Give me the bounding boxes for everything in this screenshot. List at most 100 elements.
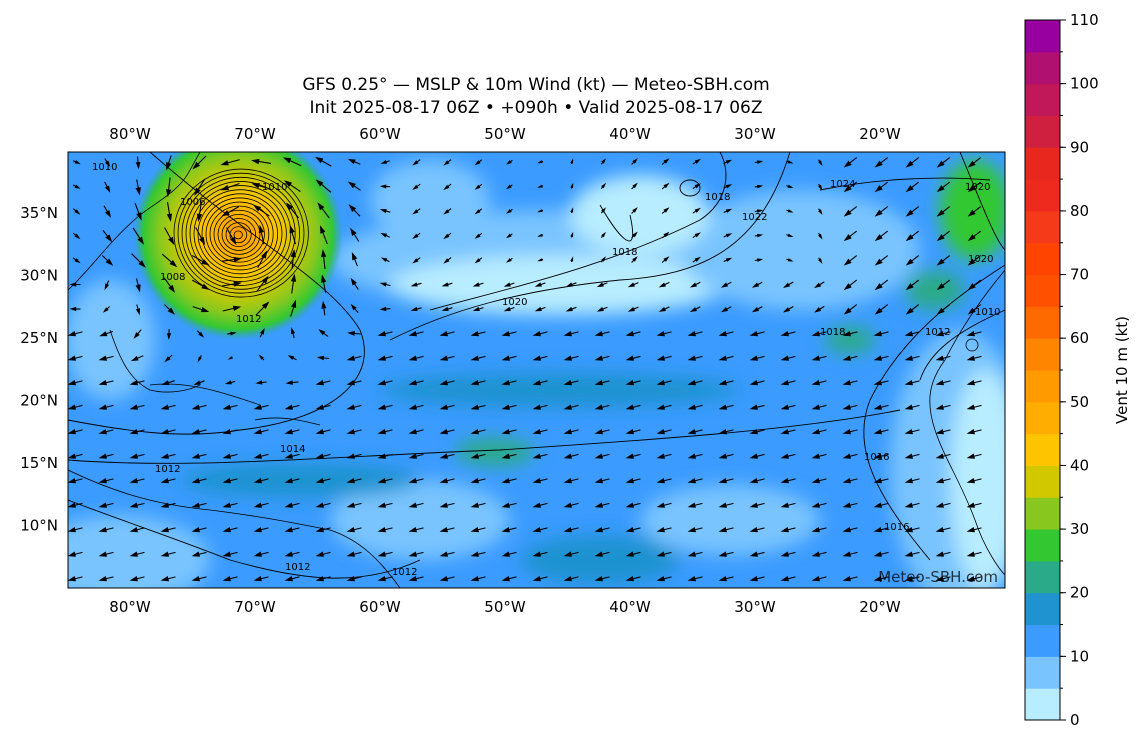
colorbar-tick-label: 50 xyxy=(1070,393,1089,411)
colorbar-segment xyxy=(1025,179,1060,212)
contour-label: 1020 xyxy=(965,182,990,193)
colorbar-tick-label: 20 xyxy=(1070,584,1089,602)
colorbar-segment xyxy=(1025,656,1060,689)
contour-label: 1006 xyxy=(180,197,205,208)
colorbar-tick-label: 10 xyxy=(1070,647,1089,665)
isobar-ring xyxy=(201,197,278,271)
colorbar-tick-label: 70 xyxy=(1070,266,1089,284)
contour-label: 1008 xyxy=(160,272,185,283)
contour-label: 1020 xyxy=(968,254,993,265)
colorbar-segment xyxy=(1025,210,1060,244)
hurricane-wind xyxy=(133,152,343,340)
isobar-ring xyxy=(185,181,296,286)
colorbar-segment xyxy=(1025,338,1060,371)
lon-label-bottom: 70°W xyxy=(234,598,276,616)
isobar-ring xyxy=(221,218,256,251)
isobar-ring xyxy=(205,201,274,267)
lat-label: 20°N xyxy=(20,392,58,410)
lon-label-top: 50°W xyxy=(484,125,526,143)
contour-label: 1016 xyxy=(864,452,889,463)
colorbar-segment xyxy=(1025,242,1060,276)
colorbar-tick-label: 30 xyxy=(1070,520,1089,538)
colorbar-segment xyxy=(1025,401,1060,435)
lon-label-bottom: 20°W xyxy=(859,598,901,616)
colorbar-label: Vent 10 m (kt) xyxy=(1113,316,1131,424)
colorbar-segment xyxy=(1025,147,1060,180)
colorbar-segment xyxy=(1025,497,1060,530)
isobar-ring xyxy=(173,168,309,298)
contour-label: 1024 xyxy=(830,179,855,190)
contour-label: 1010 xyxy=(92,162,117,173)
lat-label: 30°N xyxy=(20,267,58,285)
colorbar-tick-label: 80 xyxy=(1070,202,1089,220)
colorbar-segment xyxy=(1025,624,1060,657)
colorbar-segment xyxy=(1025,560,1060,594)
contour-label: 1012 xyxy=(285,562,310,573)
colorbar: 0 10 20 30 40 50 60 70 80 90 100 110 xyxy=(1024,11,1099,729)
contour-label: 1012 xyxy=(236,314,261,325)
lon-label-bottom: 80°W xyxy=(109,598,151,616)
contour-labels: 1010 1006 1010 1008 1012 1020 1024 1022 … xyxy=(92,162,1000,578)
colorbar-segment xyxy=(1025,592,1060,626)
watermark: Meteo-SBH.com xyxy=(878,568,998,586)
isobar-ring xyxy=(181,176,300,290)
isobar-ring xyxy=(217,213,261,255)
colorbar-segment xyxy=(1025,83,1060,116)
lon-label-top: 70°W xyxy=(234,125,276,143)
lon-label-top: 20°W xyxy=(859,125,901,143)
contour-label: 1016 xyxy=(884,522,909,533)
isobar-ring xyxy=(209,205,270,263)
contour-label: 1018 xyxy=(820,327,845,338)
map: 1010 1006 1010 1008 1012 1020 1024 1022 … xyxy=(68,152,1005,588)
lon-label-top: 60°W xyxy=(359,125,401,143)
lat-label: 15°N xyxy=(20,454,58,472)
colorbar-segment xyxy=(1025,115,1060,148)
colorbar-tick-label: 110 xyxy=(1070,11,1099,29)
lon-label-bottom: 60°W xyxy=(359,598,401,616)
contour-label: 1012 xyxy=(392,567,417,578)
lat-label: 35°N xyxy=(20,204,58,222)
lat-label: 10°N xyxy=(20,517,58,535)
colorbar-segment xyxy=(1025,20,1060,53)
contour-label: 1010 xyxy=(975,307,1000,318)
colorbar-segment xyxy=(1025,274,1060,307)
map-axes: 80°W 80°W 70°W 70°W 60°W 60°W 50°W 50°W 40°W 40°W… xyxy=(20,125,901,616)
lon-label-bottom: 30°W xyxy=(734,598,776,616)
colorbar-tick-label: 0 xyxy=(1070,711,1080,729)
isobar-ring xyxy=(197,193,283,275)
colorbar-tick-label: 100 xyxy=(1070,75,1099,93)
colorbar-segment xyxy=(1025,306,1060,339)
contour-label: 1022 xyxy=(742,212,767,223)
lon-label-top: 80°W xyxy=(109,125,151,143)
coastlines xyxy=(68,152,1005,588)
contour-label: 1012 xyxy=(155,464,180,475)
map-frame xyxy=(67,151,1006,589)
colorbar-segment xyxy=(1025,688,1060,721)
colorbar-tick-label: 40 xyxy=(1070,456,1089,474)
isobar-ring xyxy=(193,189,287,279)
colorbar-segment xyxy=(1025,433,1060,466)
colorbar-segment xyxy=(1025,529,1060,562)
lon-label-top: 40°W xyxy=(609,125,651,143)
subtitle: Init 2025-08-17 06Z • +090h • Valid 2025… xyxy=(309,98,762,118)
contour-label: 1018 xyxy=(705,192,730,203)
hurricane-isobars xyxy=(173,168,309,298)
contour-label: 1020 xyxy=(502,297,527,308)
lat-label: 25°N xyxy=(20,329,58,347)
contour-label: 1014 xyxy=(280,444,305,455)
colorbar-segment xyxy=(1025,465,1060,498)
lon-label-bottom: 50°W xyxy=(484,598,526,616)
colorbar-tick-label: 60 xyxy=(1070,329,1089,347)
colorbar-tick-label: 90 xyxy=(1070,138,1089,156)
contour-label: 1018 xyxy=(612,247,637,258)
title: GFS 0.25° — MSLP & 10m Wind (kt) — Meteo… xyxy=(302,75,769,95)
isobar-ring xyxy=(233,230,243,240)
contour-label: 1012 xyxy=(925,327,950,338)
isobar-ring xyxy=(189,185,292,282)
colorbar-segment xyxy=(1025,370,1060,403)
contour-label: 1010 xyxy=(262,182,287,193)
isobar-ring xyxy=(225,222,252,248)
lon-label-bottom: 40°W xyxy=(609,598,651,616)
colorbar-segment xyxy=(1025,51,1060,85)
